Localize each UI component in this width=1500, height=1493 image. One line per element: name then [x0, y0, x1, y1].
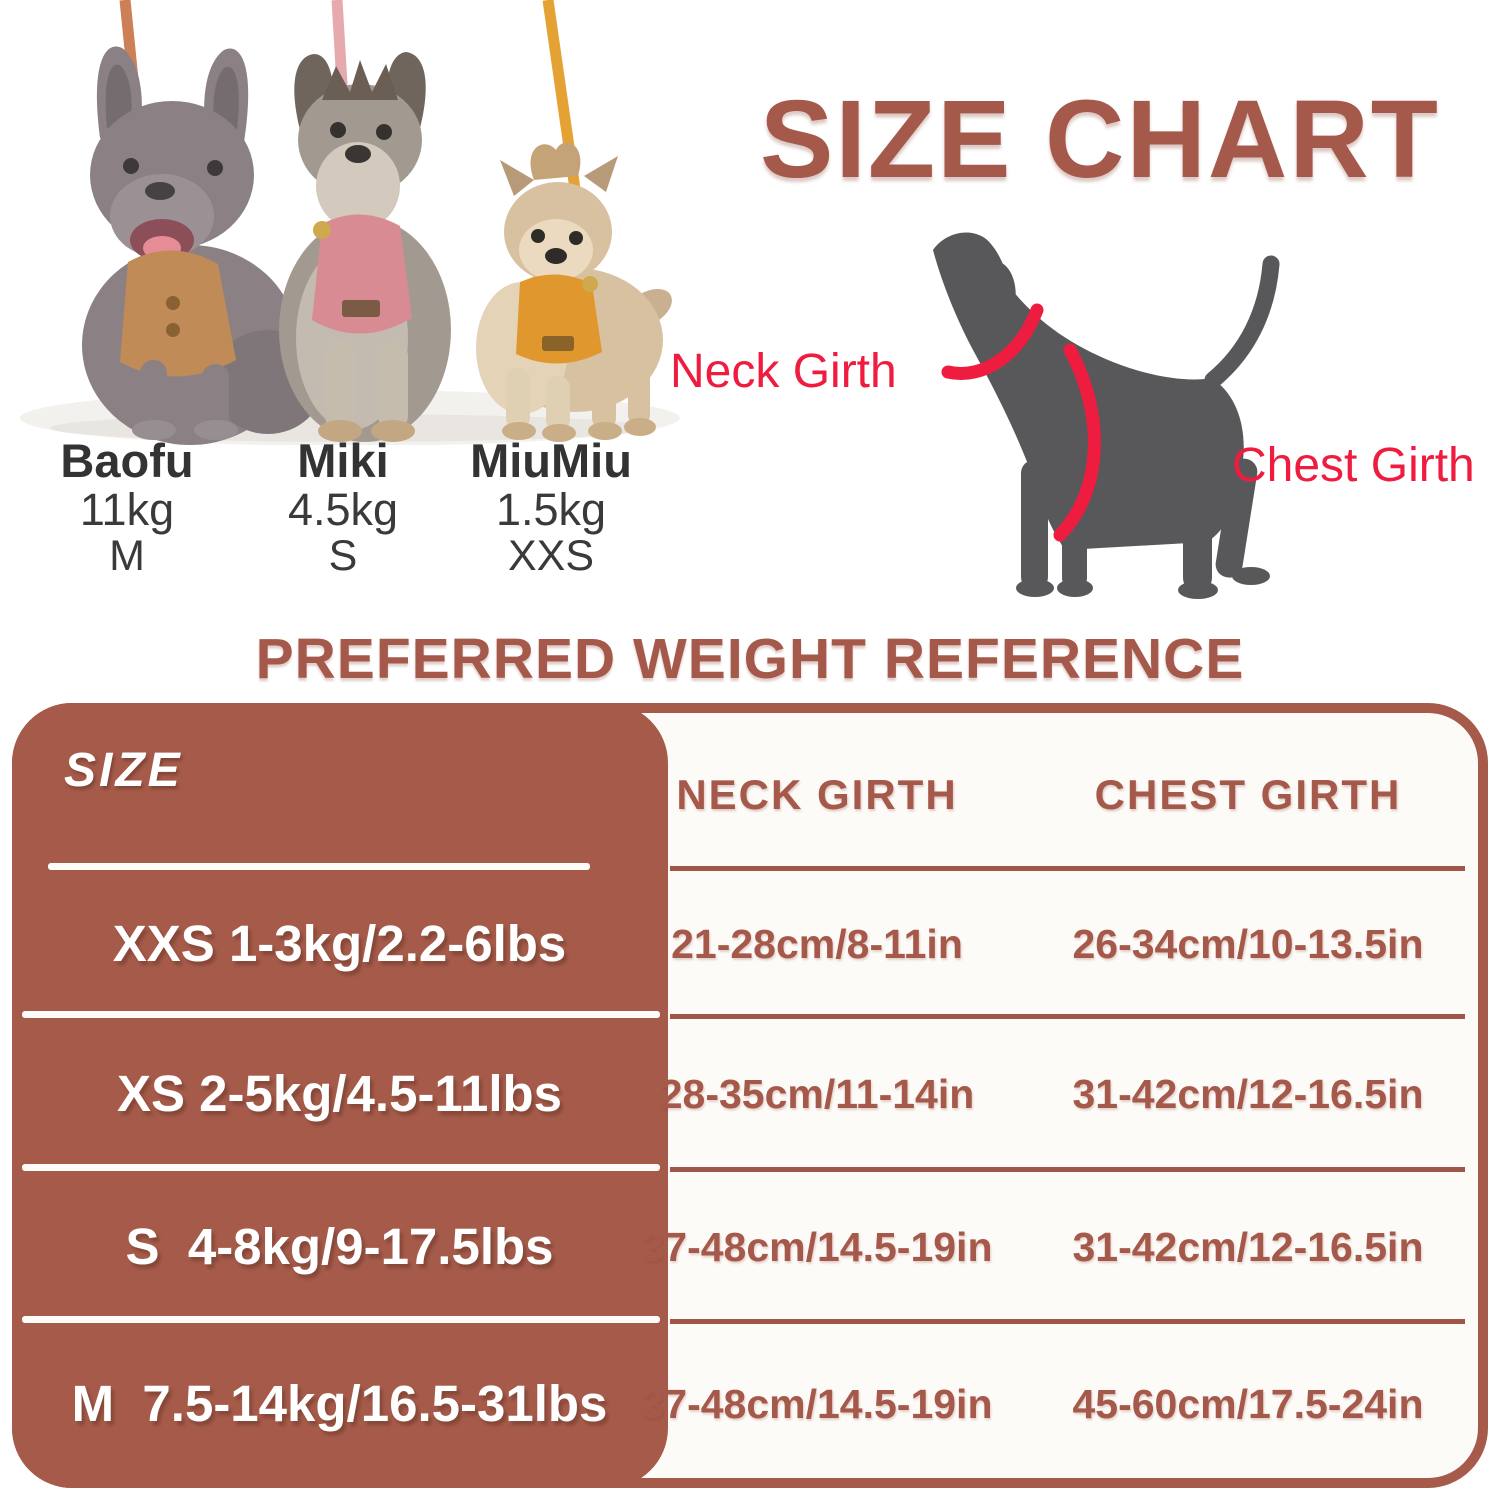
- row-xs-size: XS 2-5kg/4.5-11lbs: [116, 1065, 563, 1123]
- dog-name: MiuMiu: [470, 434, 632, 487]
- dog-weight: 11kg: [79, 483, 175, 535]
- row-divider: [670, 1319, 1465, 1324]
- row-s-size: S 4-8kg/9-17.5lbs: [125, 1217, 554, 1275]
- row-divider: [670, 1167, 1465, 1172]
- caption-baofu: Baofu 11kg M: [12, 436, 242, 579]
- dog-captions: Baofu 11kg M Miki 4.5kg S MiuMiu 1.5kg X…: [0, 436, 700, 596]
- row-xs-neck: 28-35cm/11-14in: [659, 1071, 975, 1117]
- dog-size: XXS: [507, 531, 595, 580]
- harness-tan: [120, 250, 236, 377]
- chest-girth-strap: [1053, 343, 1101, 542]
- harness-pink: [312, 214, 412, 334]
- chest-girth-label: Chest Girth: [1232, 439, 1475, 492]
- size-column-panel: [12, 703, 668, 1488]
- schnauzer-illustration: [279, 52, 451, 442]
- row-s-neck: 37-48cm/14.5-19in: [641, 1223, 993, 1270]
- row-xxs-size: XXS 1-3kg/2.2-6lbs: [112, 914, 567, 972]
- caption-miki: Miki 4.5kg S: [228, 436, 458, 579]
- weight-reference-table: SIZE NECK GIRTH CHEST GIRTH XXS 1-3kg/2.…: [12, 703, 1488, 1488]
- row-m-neck: 37-48cm/14.5-19in: [641, 1380, 993, 1427]
- neck-girth-label: Neck Girth: [670, 345, 897, 398]
- caption-miumiu: MiuMiu 1.5kg XXS: [436, 436, 666, 579]
- row-divider: [670, 866, 1465, 871]
- dog-weight: 4.5kg: [287, 483, 399, 535]
- row-divider: [670, 1014, 1465, 1019]
- row-m-size: M 7.5-14kg/16.5​-31lbs: [71, 1374, 608, 1432]
- row-divider: [22, 1316, 660, 1323]
- dog-size: S: [328, 531, 358, 580]
- row-m-chest: 45-60cm/17.5-24in: [1072, 1380, 1424, 1427]
- harness-orange: [516, 274, 602, 364]
- dog-name: Baofu: [60, 434, 194, 487]
- row-s-chest: 31-42cm/12-16.5in: [1072, 1223, 1424, 1270]
- dog-size: M: [109, 531, 145, 580]
- row-xxs-chest: 26-34cm/10-13.5in: [1072, 920, 1424, 967]
- page-title: SIZE CHART: [760, 78, 1440, 201]
- three-dogs-photo: [20, 0, 680, 445]
- neck-girth-strap: [941, 303, 1044, 380]
- dog-silhouette: [933, 232, 1280, 599]
- section-title: PREFERRED WEIGHT REFERENCE: [255, 627, 1245, 691]
- column-header-neck-girth: NECK GIRTH: [676, 771, 958, 818]
- column-header-size: SIZE: [64, 744, 183, 797]
- dog-name: Miki: [297, 434, 389, 487]
- dog-weight: 1.5kg: [495, 483, 607, 535]
- row-divider: [22, 1011, 660, 1018]
- row-xxs-neck: 21-28cm/8-11in: [671, 920, 963, 967]
- row-xs-chest: 31-42cm/12-16.5in: [1072, 1071, 1424, 1117]
- row-divider: [48, 863, 590, 870]
- dog-measurement-diagram: [933, 232, 1280, 599]
- column-header-chest-girth: CHEST GIRTH: [1094, 771, 1402, 818]
- french-bulldog-illustration: [50, 46, 650, 445]
- yorkie-illustration: [476, 142, 672, 442]
- row-divider: [22, 1164, 660, 1171]
